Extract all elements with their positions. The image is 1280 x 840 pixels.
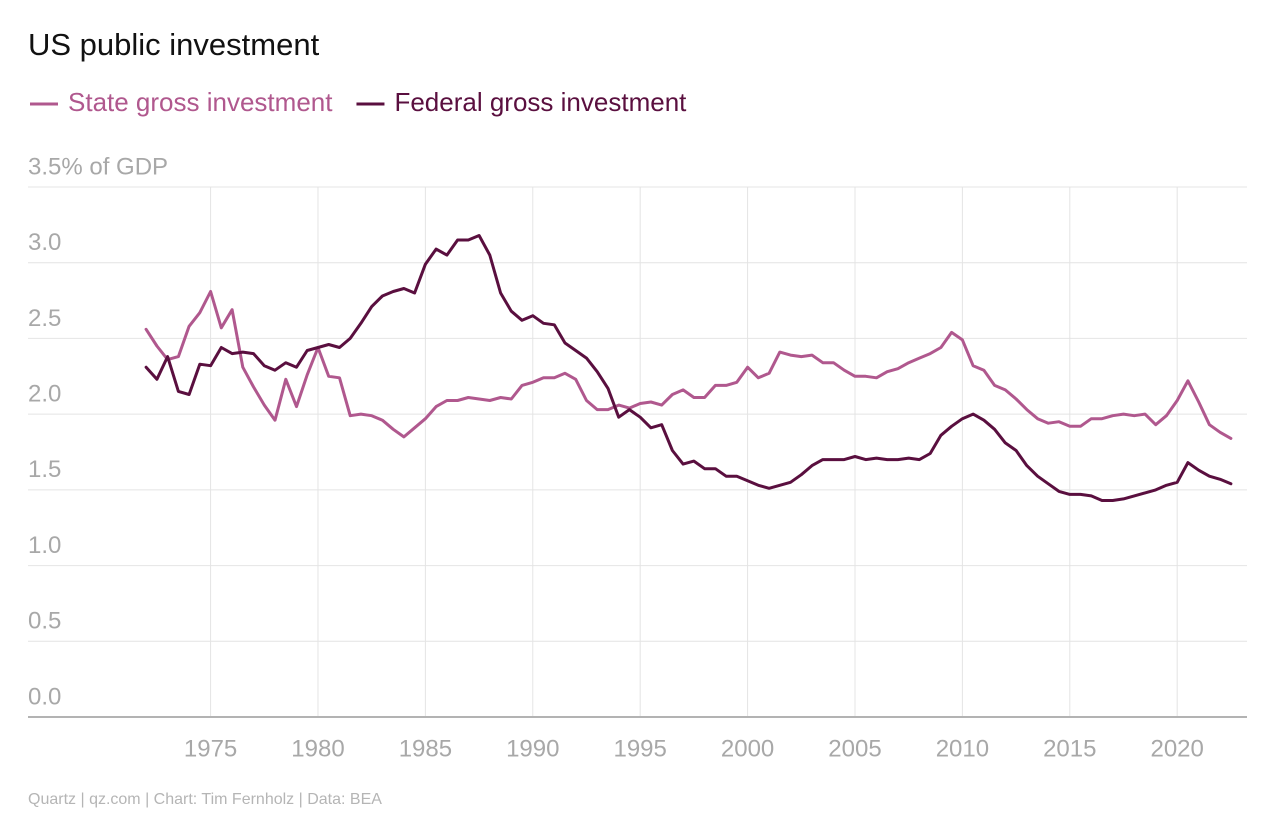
x-tick-label: 1980 (291, 735, 344, 762)
source-note: Quartz | qz.com | Chart: Tim Fernholz | … (28, 791, 382, 808)
legend-label: Federal gross investment (394, 87, 687, 117)
y-tick-label: 0.5 (28, 608, 61, 635)
y-tick-label: 2.5 (28, 305, 61, 332)
x-tick-label: 2010 (936, 735, 989, 762)
y-tick-label: 3.5% of GDP (28, 153, 168, 180)
y-tick-label: 3.0 (28, 229, 61, 256)
series-line (144, 290, 1233, 440)
chart-title: US public investment (28, 27, 320, 62)
legend-label: State gross investment (68, 87, 333, 117)
x-tick-label: 2015 (1043, 735, 1096, 762)
x-tick-label: 1985 (399, 735, 452, 762)
y-tick-label: 0.0 (28, 683, 61, 710)
x-tick-label: 2000 (721, 735, 774, 762)
y-tick-label: 2.0 (28, 380, 61, 407)
x-tick-label: 2020 (1150, 735, 1203, 762)
x-tick-label: 1990 (506, 735, 559, 762)
x-tick-label: 2005 (828, 735, 881, 762)
x-tick-label: 1995 (613, 735, 666, 762)
y-tick-label: 1.5 (28, 456, 61, 483)
x-tick-label: 1975 (184, 735, 237, 762)
y-tick-label: 1.0 (28, 532, 61, 559)
series-line (144, 234, 1233, 502)
